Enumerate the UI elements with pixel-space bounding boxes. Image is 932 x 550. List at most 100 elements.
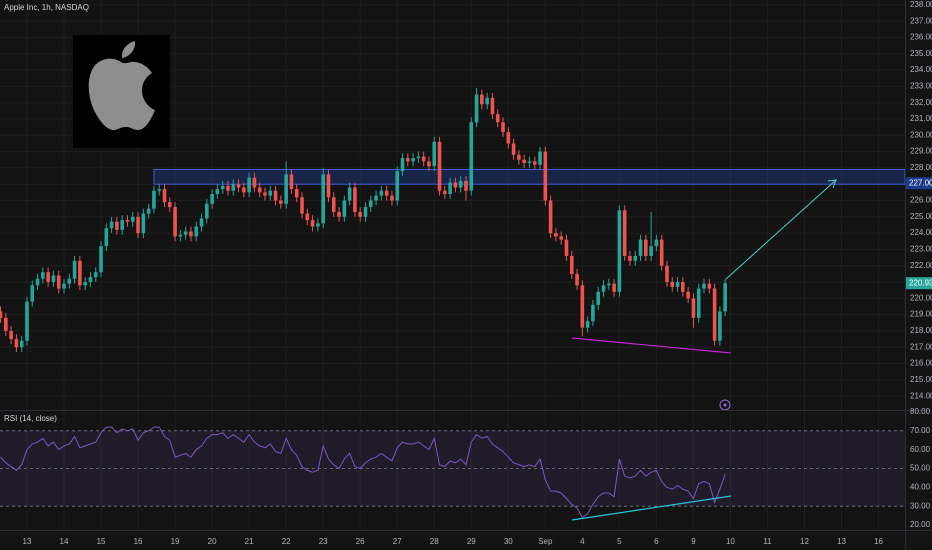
price-trendline: [571, 337, 732, 354]
candle-body: [19, 340, 24, 348]
candle-body: [532, 161, 537, 165]
candle-body: [633, 255, 638, 261]
candle-body: [35, 278, 40, 286]
candle-body: [316, 223, 320, 227]
candle-body: [205, 203, 209, 219]
candle-body: [46, 272, 50, 283]
candle-body: [718, 311, 722, 341]
candle-body: [580, 285, 585, 328]
candle-body: [707, 283, 712, 289]
candle-body: [628, 255, 632, 261]
y-tick-label: 236.00: [910, 33, 932, 42]
x-tick-label: 28: [430, 537, 439, 546]
candle-body: [622, 210, 627, 256]
candle-body: [342, 200, 347, 217]
candle-body: [712, 288, 717, 341]
candle-body: [347, 187, 352, 201]
candle-body: [56, 275, 61, 289]
x-tick-label: 21: [245, 537, 254, 546]
x-tick-label: 13: [837, 537, 846, 546]
x-tick-label: 27: [393, 537, 402, 546]
candle-body: [231, 184, 236, 191]
candle-body: [51, 275, 56, 283]
candle-body: [569, 255, 574, 274]
last-price-label: 220.93: [909, 278, 932, 287]
candle-body: [559, 236, 563, 240]
candle-body: [4, 317, 8, 331]
y-tick-label: 222.00: [910, 261, 932, 270]
y-tick-label: 230.00: [910, 130, 932, 139]
candle-body: [686, 291, 690, 299]
candle-body: [511, 143, 516, 155]
candle-body: [575, 273, 579, 286]
candle-body: [464, 180, 468, 191]
candle-body: [226, 185, 230, 191]
candle-body: [120, 220, 124, 230]
y-tick-label: 50.00: [910, 464, 931, 473]
candle-body: [591, 304, 595, 322]
candle-body: [453, 182, 458, 188]
x-tick-label: 29: [467, 537, 476, 546]
candle-body: [363, 207, 368, 217]
candle-body: [522, 159, 526, 164]
candle-body: [390, 195, 394, 201]
zone-layer: [0, 169, 906, 507]
candle-body: [458, 180, 463, 188]
x-tick-label: 12: [800, 537, 809, 546]
candle-body: [178, 234, 183, 237]
candle-body: [443, 190, 447, 194]
x-tick-label: 9: [691, 537, 696, 546]
x-tick-label: 26: [356, 537, 365, 546]
y-tick-label: 30.00: [910, 501, 931, 510]
y-tick-label: 216.00: [910, 359, 932, 368]
candle-body: [78, 260, 82, 286]
y-tick-label: 229.00: [910, 147, 932, 156]
candle-body: [659, 239, 664, 266]
candle-body: [268, 190, 273, 196]
candle-body: [289, 174, 294, 190]
candle-body: [358, 211, 363, 217]
candle-body: [337, 211, 341, 217]
candle-body: [495, 114, 500, 123]
candle-body: [305, 213, 310, 221]
candle-body: [501, 122, 505, 133]
y-tick-label: 226.00: [910, 196, 932, 205]
candle-body: [9, 330, 13, 340]
candle-body: [162, 189, 167, 203]
event-icon-dot: [723, 403, 727, 407]
candle-body: [72, 260, 77, 279]
candle-body: [427, 161, 431, 167]
x-tick-label: 13: [23, 537, 32, 546]
y-tick-label: 234.00: [910, 65, 932, 74]
candle-body: [432, 141, 437, 167]
candle-body: [284, 174, 288, 204]
candle-body: [326, 174, 331, 198]
y-tick-label: 231.00: [910, 114, 932, 123]
rsi-title: RSI (14, close): [4, 414, 57, 423]
candle-body: [406, 158, 410, 162]
candle-body: [199, 218, 204, 227]
candle-body: [506, 132, 511, 144]
candle-body: [485, 97, 489, 105]
candle-body: [395, 171, 400, 201]
candle-body: [99, 246, 103, 273]
candle-body: [400, 158, 405, 172]
candle-body: [252, 177, 257, 188]
candle-body: [696, 288, 701, 318]
candle-body: [263, 192, 267, 196]
candle-body: [374, 195, 378, 201]
candle-body: [448, 182, 452, 194]
arrow-head: [827, 179, 837, 189]
candle-body: [548, 200, 553, 234]
candle-body: [421, 156, 426, 162]
candle-body: [157, 189, 162, 191]
projection-arrow: [725, 179, 837, 280]
candle-body: [517, 154, 521, 160]
candle-body: [25, 301, 29, 341]
candle-body: [220, 185, 225, 190]
candle-body: [310, 220, 315, 227]
candle-body: [279, 200, 283, 204]
axes: 13 14 15 16 19 20 21 22 23 26 27 28 29 30 Sep 4 5 6 9 10 11 1…: [23, 0, 932, 546]
